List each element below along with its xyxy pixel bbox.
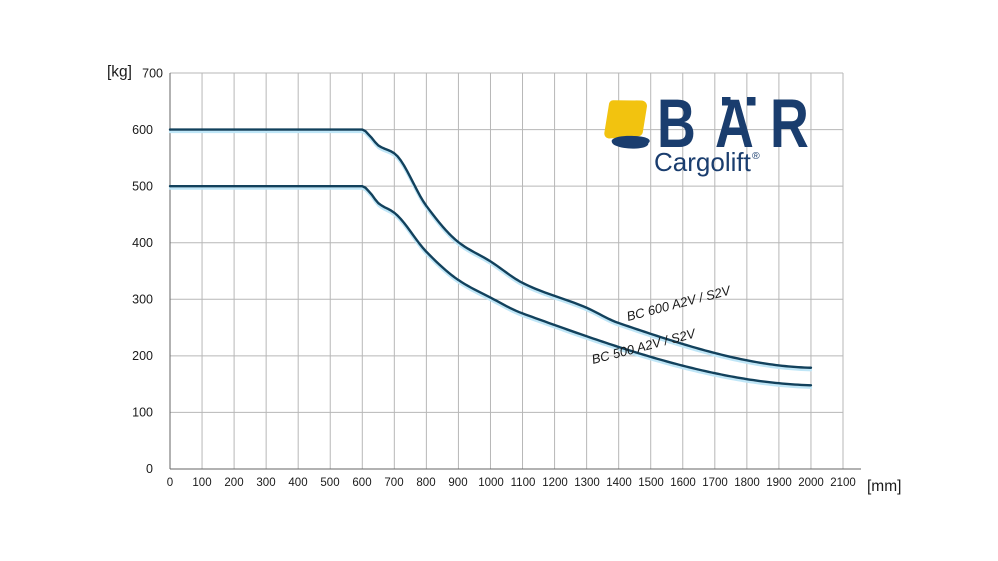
svg-text:500: 500 (132, 180, 153, 194)
svg-text:200: 200 (132, 349, 153, 363)
svg-text:0: 0 (167, 477, 173, 489)
svg-text:1500: 1500 (638, 477, 664, 489)
svg-text:1700: 1700 (702, 477, 728, 489)
svg-text:2000: 2000 (798, 477, 824, 489)
svg-text:700: 700 (384, 477, 403, 489)
svg-text:2100: 2100 (830, 477, 856, 489)
svg-text:100: 100 (132, 406, 153, 420)
svg-text:1600: 1600 (670, 477, 696, 489)
svg-text:700: 700 (142, 67, 163, 81)
svg-text:1400: 1400 (606, 477, 632, 489)
svg-text:BC 600 A2V / S2V: BC 600 A2V / S2V (625, 282, 733, 324)
svg-text:[mm]: [mm] (867, 478, 901, 495)
svg-text:600: 600 (352, 477, 371, 489)
svg-text:900: 900 (448, 477, 467, 489)
svg-text:R: R (770, 86, 809, 163)
svg-text:400: 400 (288, 477, 307, 489)
svg-text:[kg]: [kg] (107, 64, 132, 81)
svg-text:1100: 1100 (511, 477, 536, 489)
svg-text:1300: 1300 (574, 477, 600, 489)
svg-text:600: 600 (132, 123, 153, 137)
svg-text:800: 800 (416, 477, 435, 489)
svg-text:®: ® (752, 150, 760, 162)
svg-text:0: 0 (146, 462, 153, 476)
svg-text:Cargolift: Cargolift (654, 147, 752, 177)
svg-text:1800: 1800 (734, 477, 760, 489)
svg-text:1000: 1000 (478, 477, 504, 489)
svg-text:1900: 1900 (766, 477, 792, 489)
svg-text:300: 300 (132, 293, 153, 307)
svg-text:100: 100 (192, 477, 211, 489)
svg-text:500: 500 (320, 477, 339, 489)
svg-text:400: 400 (132, 236, 153, 250)
svg-text:1200: 1200 (542, 477, 568, 489)
svg-text:300: 300 (256, 477, 275, 489)
svg-text:200: 200 (224, 477, 243, 489)
